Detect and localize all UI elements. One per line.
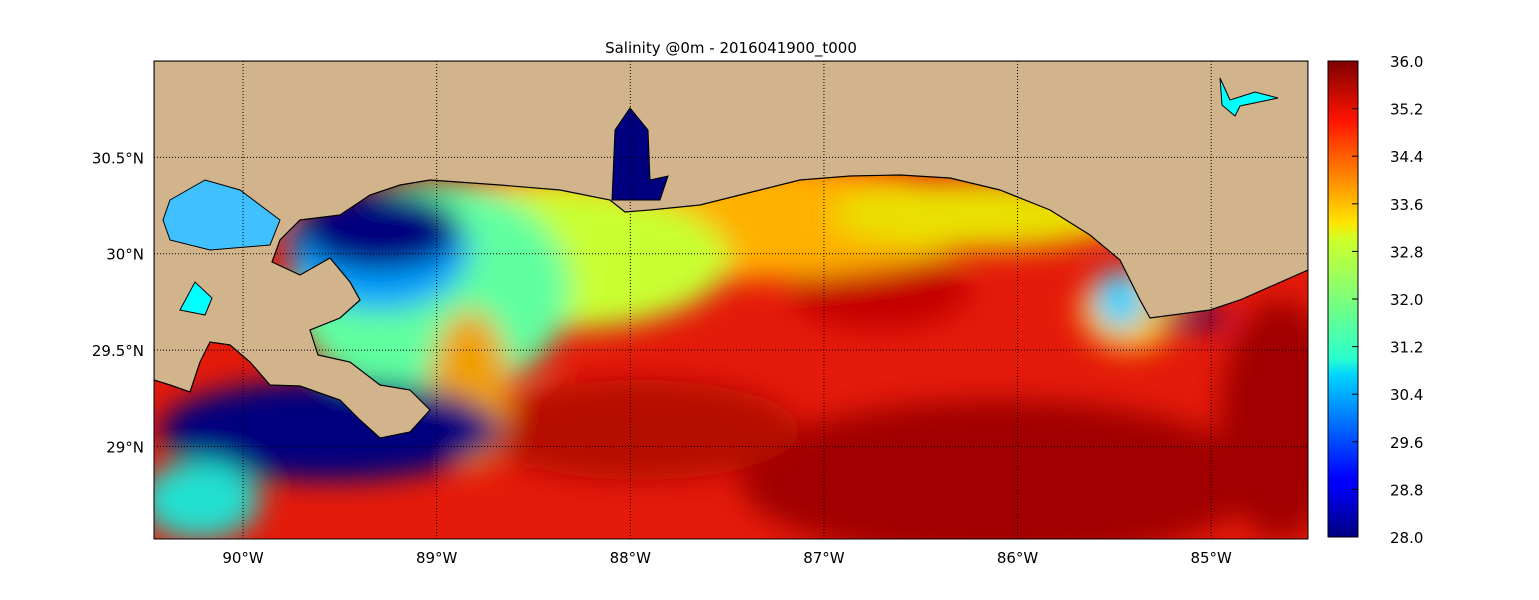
colorbar-tick-label: 35.2	[1390, 101, 1423, 119]
y-tick-label: 30°N	[106, 246, 144, 264]
colorbar-tick-label: 32.0	[1390, 291, 1423, 309]
colorbar-tick-label: 34.4	[1390, 148, 1423, 166]
colorbar-tick-label: 36.0	[1390, 53, 1423, 71]
colorbar-tick-label: 32.8	[1390, 243, 1423, 261]
map-title: Salinity @0m - 2016041900_t000	[605, 39, 857, 58]
y-tick-label: 30.5°N	[92, 149, 144, 167]
land	[154, 61, 1308, 439]
x-tick-label: 86°W	[997, 549, 1039, 567]
lake	[1219, 77, 1279, 117]
salinity-field	[154, 61, 1308, 539]
colorbar-tick-label: 31.2	[1390, 339, 1423, 357]
lake	[179, 281, 213, 316]
plot-frame	[153, 60, 1309, 540]
colorbar-tick-label: 28.0	[1390, 529, 1423, 547]
x-tick-label: 88°W	[610, 549, 652, 567]
x-tick-label: 85°W	[1190, 549, 1232, 567]
colorbar-tick-label: 30.4	[1390, 386, 1423, 404]
lake	[162, 179, 281, 251]
x-tick-label: 87°W	[803, 549, 845, 567]
colorbar-tick-label: 29.6	[1390, 434, 1423, 452]
x-tick-label: 90°W	[222, 549, 264, 567]
colorbar-tick-label: 33.6	[1390, 196, 1423, 214]
x-tick-label: 89°W	[416, 549, 458, 567]
y-tick-label: 29.5°N	[92, 342, 144, 360]
colorbar-tick-label: 28.8	[1390, 481, 1423, 499]
y-tick-label: 29°N	[106, 438, 144, 456]
bay	[611, 107, 669, 201]
